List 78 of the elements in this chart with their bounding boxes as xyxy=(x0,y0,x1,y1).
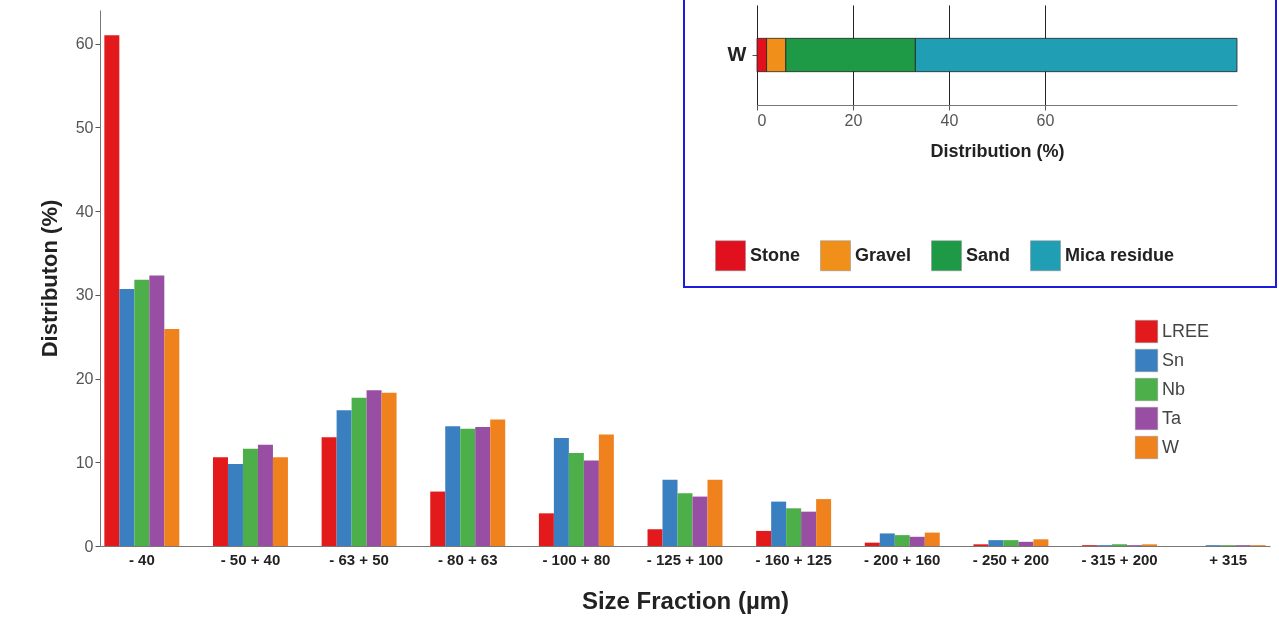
x-tick-label: - 250 + 200 xyxy=(972,550,1050,568)
legend-label: Nb xyxy=(1162,378,1186,399)
bar xyxy=(490,419,506,546)
bar xyxy=(227,463,243,546)
legend-label: Sn xyxy=(1162,349,1185,370)
bar xyxy=(662,479,678,546)
bar xyxy=(212,457,228,546)
bar xyxy=(475,427,491,546)
x-tick-label: - 315 + 200 xyxy=(1081,550,1158,568)
x-tick-label: 40 xyxy=(940,111,959,129)
bar xyxy=(460,428,476,546)
bar xyxy=(771,501,787,546)
y-tick-label: 0 xyxy=(84,537,94,555)
bar xyxy=(119,288,135,546)
y-tick-label: 40 xyxy=(75,202,94,220)
bar xyxy=(553,437,569,546)
bar xyxy=(786,508,802,546)
y-axis-title: Distributon (%) xyxy=(36,199,62,358)
y-tick-label: 20 xyxy=(75,370,94,387)
bar xyxy=(801,511,817,546)
bar xyxy=(707,479,723,546)
bar xyxy=(321,437,337,546)
bar xyxy=(134,279,150,546)
x-tick-label: + 315 xyxy=(1209,550,1248,568)
legend-label: W xyxy=(1162,436,1179,457)
bar xyxy=(257,444,273,546)
bar xyxy=(864,542,880,546)
bar xyxy=(104,35,120,546)
x-tick-label: - 50 + 40 xyxy=(220,550,281,568)
y-tick-label: 10 xyxy=(75,453,94,471)
legend-label: Stone xyxy=(750,244,801,265)
bar xyxy=(879,533,895,546)
bar xyxy=(272,457,288,546)
bar xyxy=(1033,539,1049,546)
bar xyxy=(909,536,925,546)
bar xyxy=(568,453,584,546)
bar xyxy=(816,499,832,546)
bar xyxy=(366,390,382,546)
x-tick-label: - 80 + 63 xyxy=(437,550,498,568)
bar xyxy=(538,513,554,546)
bar xyxy=(1003,540,1019,546)
y-tick-label: 50 xyxy=(75,118,94,136)
bar xyxy=(647,529,663,546)
x-tick-label: - 40 xyxy=(128,550,155,568)
bar xyxy=(336,410,352,546)
bar xyxy=(924,532,940,546)
legend-label: Sand xyxy=(966,244,1011,265)
legend-label: Mica residue xyxy=(1065,244,1175,265)
x-tick-label: - 200 + 160 xyxy=(864,550,941,568)
bar xyxy=(351,397,367,546)
bar xyxy=(692,496,708,546)
bar xyxy=(988,540,1004,546)
legend-label: Ta xyxy=(1162,407,1182,428)
bar xyxy=(598,434,614,546)
x-tick-label: - 160 + 125 xyxy=(755,550,832,568)
x-tick-label: 0 xyxy=(757,111,767,129)
bar xyxy=(242,448,258,546)
y-tick-label: 30 xyxy=(75,286,94,304)
legend-label: Gravel xyxy=(855,244,912,265)
y-tick-label: 60 xyxy=(75,35,94,52)
legend-label: LREE xyxy=(1162,320,1210,341)
x-tick-label: - 100 + 80 xyxy=(542,550,611,568)
x-tick-label: 20 xyxy=(844,111,863,129)
bar xyxy=(583,460,599,546)
bar xyxy=(756,530,772,546)
x-axis-title: Size Fraction (µm) xyxy=(581,586,790,614)
bar xyxy=(1018,541,1034,546)
bar xyxy=(381,392,397,546)
x-axis-title: Distribution (%) xyxy=(930,140,1065,161)
x-tick-label: - 125 + 100 xyxy=(646,550,724,568)
x-tick-label: - 63 + 50 xyxy=(329,550,389,568)
bar xyxy=(677,493,693,546)
bar xyxy=(894,535,910,546)
bar xyxy=(164,329,180,546)
bar xyxy=(430,491,446,546)
bar xyxy=(445,426,461,546)
x-tick-label: 60 xyxy=(1036,111,1055,129)
bar xyxy=(149,275,165,546)
